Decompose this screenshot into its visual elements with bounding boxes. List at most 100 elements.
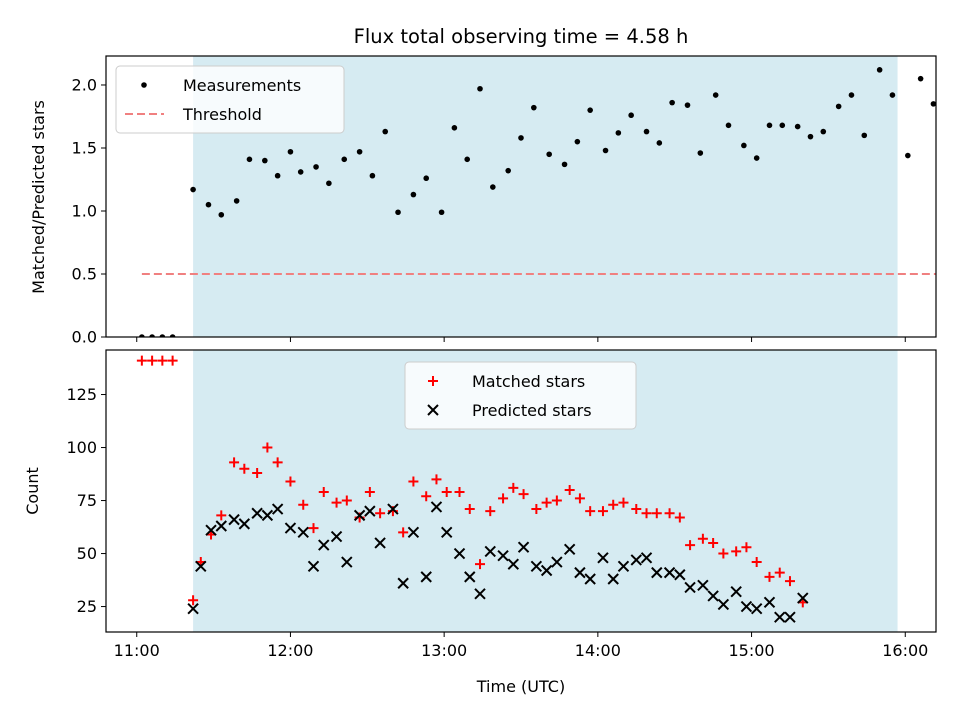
matched-star-point	[239, 463, 250, 474]
predicted-star-point	[707, 590, 719, 602]
measurement-point	[159, 334, 166, 337]
predicted-star-point	[630, 554, 642, 566]
matched-star-point	[597, 506, 608, 517]
predicted-star-point	[374, 537, 386, 549]
matched-star-point	[464, 504, 475, 515]
matched-star-point	[651, 508, 662, 519]
matched-star-point	[408, 476, 419, 487]
legend-label: Matched stars	[472, 372, 585, 391]
predicted-star-point	[261, 509, 274, 522]
matched-star-point	[741, 542, 752, 553]
predicted-star-point	[774, 611, 786, 623]
predicted-star-point	[507, 558, 520, 570]
measurement-point	[477, 85, 483, 92]
matched-star-point	[531, 504, 542, 515]
predicted-star-point	[784, 611, 796, 623]
measurement-point	[190, 186, 196, 193]
y-tick-label: 0.0	[72, 328, 97, 347]
predicted-star-point	[540, 564, 553, 577]
matched-star-point	[585, 506, 596, 517]
measurement-point	[218, 211, 225, 218]
predicted-star-point	[517, 541, 530, 553]
matched-star-point	[618, 497, 629, 508]
measurement-point	[341, 156, 348, 163]
measurement-point	[205, 201, 212, 208]
matched-star-point	[774, 567, 785, 578]
predicted-star-point	[330, 530, 343, 543]
measurement-point	[561, 161, 568, 168]
measurement-point	[505, 167, 511, 174]
x-tick-label: 13:00	[421, 641, 467, 660]
matched-star-point	[564, 484, 575, 495]
predicted-star-point	[530, 560, 543, 572]
measurement-point	[643, 128, 650, 135]
legend-x-marker	[427, 404, 439, 416]
measurement-point	[139, 334, 145, 337]
predicted-star-point	[763, 596, 776, 609]
predicted-star-point	[251, 507, 263, 519]
legend-dot-marker	[141, 82, 147, 88]
matched-star-point	[188, 595, 199, 606]
measurement-point	[615, 130, 622, 136]
matched-star-point	[364, 487, 375, 498]
predicted-star-point	[353, 509, 366, 522]
predicted-star-point	[271, 503, 284, 515]
measurement-point	[656, 140, 663, 146]
predicted-star-point	[453, 547, 466, 560]
measurement-point	[313, 164, 319, 170]
x-tick-label: 16:00	[882, 641, 928, 660]
measurement-point	[889, 92, 896, 98]
measurement-point	[326, 180, 332, 187]
predicted-star-point	[597, 552, 609, 564]
measurement-point	[669, 99, 675, 106]
matched-star-point	[541, 497, 552, 508]
predicted-star-point	[195, 560, 207, 572]
plot-area	[139, 67, 936, 337]
matched-star-point	[318, 487, 329, 498]
predicted-star-point	[563, 543, 576, 556]
measurement-point	[518, 135, 524, 141]
predicted-star-point	[284, 522, 297, 534]
predicted-star-point	[464, 571, 476, 583]
matched-star-point	[731, 546, 742, 557]
matched-star-point	[331, 497, 342, 508]
y-tick-label: 25	[77, 597, 97, 616]
measurement-point	[287, 148, 294, 155]
predicted-star-point	[397, 577, 409, 589]
matched-star-point	[685, 540, 696, 551]
predicted-star-point	[420, 571, 432, 583]
matched-star-point	[167, 355, 178, 366]
bottom-panel: 25 50 75 100 125 11:00 12:00 13:00 14:00 15:00 16:…	[66, 349, 937, 660]
predicted-star-point	[441, 526, 453, 539]
predicted-star-point	[341, 556, 353, 568]
measurement-point	[807, 133, 814, 140]
measurement-point	[861, 132, 868, 139]
top-panel: 0.0 0.5 1.0 1.5 2.0 Measurements Threshold	[72, 55, 937, 347]
measurement-point	[725, 122, 732, 129]
matched-star-point	[475, 559, 486, 570]
matched-star-point	[631, 504, 642, 515]
matched-star-point	[454, 487, 465, 498]
axes-frame	[105, 349, 937, 633]
matched-star-point	[674, 512, 685, 523]
measurement-point	[297, 169, 304, 175]
y-tick-label: 2.0	[72, 75, 97, 94]
legend-label: Threshold	[182, 105, 262, 124]
axes-frame	[105, 55, 937, 338]
measurement-point	[369, 172, 376, 179]
matched-star-point	[298, 499, 309, 510]
matched-star-point	[421, 491, 432, 502]
measurement-point	[820, 128, 827, 135]
measurement-point	[233, 198, 240, 204]
predicted-star-point	[430, 501, 443, 513]
measurement-point	[395, 209, 401, 216]
legend-box	[115, 65, 345, 134]
matched-star-point	[697, 533, 708, 544]
measurement-point	[574, 138, 581, 145]
matched-star-point	[551, 495, 562, 506]
legend-label: Measurements	[183, 76, 301, 95]
predicted-star-point	[307, 560, 320, 572]
measurement-point	[451, 125, 458, 131]
matched-star-point	[498, 493, 509, 504]
predicted-star-point	[607, 573, 619, 585]
